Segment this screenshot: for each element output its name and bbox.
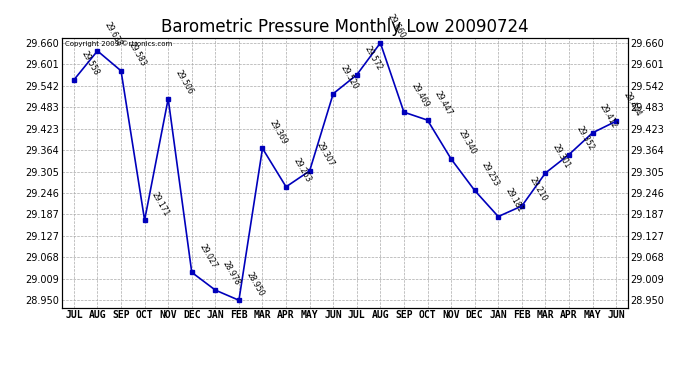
Text: 29.520: 29.520 [339,63,359,91]
Text: 29.171: 29.171 [150,190,171,217]
Text: 29.506: 29.506 [174,68,195,96]
Text: 29.340: 29.340 [457,129,477,156]
Text: 29.301: 29.301 [551,143,572,170]
Text: 28.978: 28.978 [221,260,242,287]
Text: 29.469: 29.469 [409,82,431,110]
Title: Barometric Pressure Monthly Low 20090724: Barometric Pressure Monthly Low 20090724 [161,18,529,36]
Text: 29.369: 29.369 [268,118,289,146]
Text: Copyright 2009 ©rtronics.com: Copyright 2009 ©rtronics.com [65,40,172,47]
Text: 29.412: 29.412 [598,103,619,130]
Text: 29.181: 29.181 [504,186,524,214]
Text: 29.210: 29.210 [527,176,549,203]
Text: 29.253: 29.253 [480,160,501,188]
Text: 29.307: 29.307 [315,141,336,168]
Text: 29.660: 29.660 [386,13,407,40]
Text: 29.638: 29.638 [103,21,124,48]
Text: 29.583: 29.583 [126,40,148,68]
Text: 29.558: 29.558 [79,50,101,77]
Text: 28.950: 28.950 [244,270,266,297]
Text: 29.447: 29.447 [433,90,454,117]
Text: 29.444: 29.444 [622,91,643,118]
Text: 29.027: 29.027 [197,242,218,270]
Text: 29.572: 29.572 [362,45,384,72]
Text: 29.263: 29.263 [292,157,313,184]
Text: 29.352: 29.352 [575,124,595,152]
